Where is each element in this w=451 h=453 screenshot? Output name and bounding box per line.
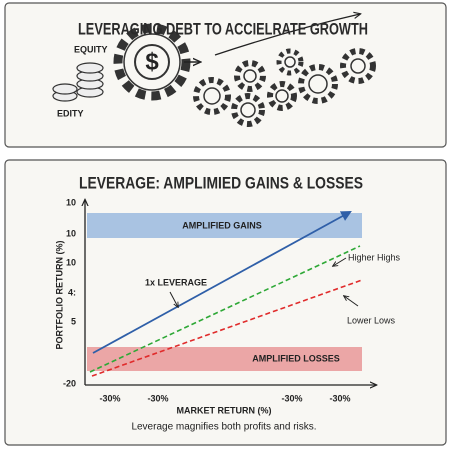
annotation-arrow: [333, 257, 347, 266]
y-tick-label: 10: [66, 197, 76, 207]
annotation-arrow: [169, 291, 178, 307]
leverage-1x-line: [92, 210, 352, 354]
top-panel: [4, 2, 447, 148]
dollar-symbol: $: [145, 48, 159, 75]
y-axis-label: PORTFOLIO RETURN (%): [54, 241, 64, 350]
annotation-lower-lows: Lower Lows: [347, 315, 396, 325]
annotation-arrow: [344, 296, 359, 307]
edity-label: EDITY: [57, 108, 84, 118]
x-tick-label: -30%: [147, 393, 168, 403]
top-title: LEVERAGING DEBT TO ACCIELRATE GROWTH: [78, 19, 368, 38]
losses-band-label: AMPLIFIED LOSSES: [252, 353, 340, 363]
illustration: [52, 14, 376, 127]
y-tick-label: 10: [66, 257, 76, 267]
x-tick-label: -30%: [281, 393, 302, 403]
x-tick-label: -30%: [99, 393, 120, 403]
higher-highs-line: [89, 245, 361, 373]
coins: [52, 62, 104, 102]
growth-arrow: [214, 14, 360, 56]
caption: Leverage magnifies both profits and risk…: [131, 422, 316, 433]
y-tick-label: -20: [63, 378, 76, 388]
gains-band-label: AMPLIFIED GAINS: [182, 220, 262, 230]
losses-band: [87, 347, 362, 371]
x-axis-label: MARKET RETURN (%): [177, 405, 272, 415]
y-tick-label: 4:: [68, 287, 76, 297]
annotation-1x: 1x LEVERAGE: [145, 277, 207, 287]
equity-label: EQUITY: [74, 44, 108, 54]
annotation-higher-highs: Higher Highs: [348, 252, 401, 262]
chart-title: LEVERAGE: AMPLIMIED GAINS & LOSSES: [79, 173, 363, 192]
x-tick-label: -30%: [329, 393, 350, 403]
y-tick-label: 5: [71, 316, 76, 326]
y-tick-label: 10: [66, 228, 76, 238]
gains-band: [87, 213, 362, 238]
gears-small: [193, 48, 376, 127]
